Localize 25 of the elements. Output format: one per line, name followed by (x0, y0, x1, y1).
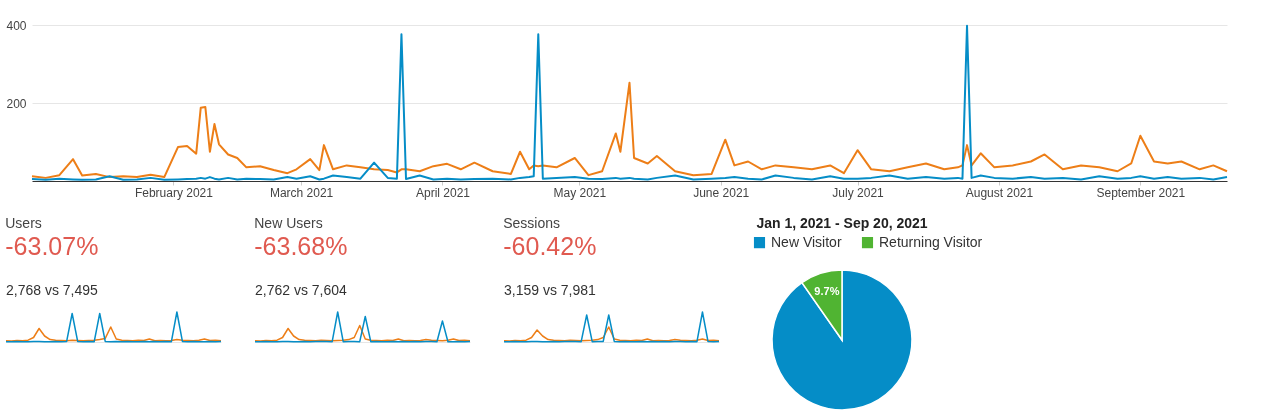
x-tick-label: March 2021 (269, 185, 334, 200)
line-series (31, 81, 1228, 179)
x-tick-label: July 2021 (832, 185, 885, 200)
x-tick-label: May 2021 (553, 185, 607, 200)
text: 3,159 vs 7,981 (504, 282, 597, 298)
y-tick-label: 400 (6, 18, 27, 33)
text: 2,762 vs 7,604 (255, 282, 348, 298)
x-tick-label: February 2021 (134, 185, 214, 200)
chart-subtitle: -63.07% (5, 232, 99, 260)
chart-title: Users (5, 215, 42, 231)
chart-title: New Users (254, 215, 323, 231)
text: 2,768 vs 7,495 (6, 282, 99, 298)
legend-label: Returning Visitor (879, 233, 983, 250)
y-tick-label: 200 (6, 96, 27, 111)
line-series (31, 24, 1228, 181)
x-tick-label: August 2021 (965, 185, 1034, 200)
x-tick-label: September 2021 (1096, 185, 1186, 200)
data-label: 9.7% (814, 284, 840, 297)
chart-title: Jan 1, 2021 - Sep 20, 2021 (756, 215, 928, 231)
chart-subtitle: -60.42% (503, 232, 597, 260)
chart-subtitle: -63.68% (254, 232, 348, 260)
legend-label: New Visitor (771, 233, 842, 250)
x-tick-label: April 2021 (415, 185, 471, 200)
x-tick-label: June 2021 (693, 185, 750, 200)
chart-title: Sessions (503, 215, 561, 231)
